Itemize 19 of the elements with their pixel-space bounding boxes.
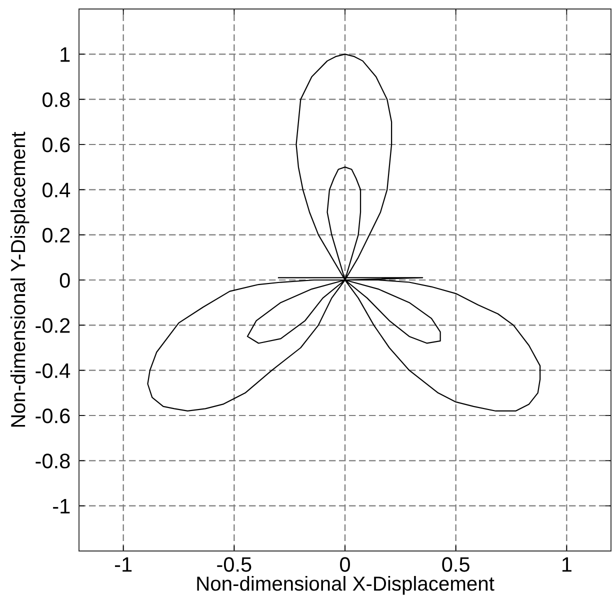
y-tick-label: -0.2 [36,318,70,333]
y-tick-label: -0.4 [36,363,70,378]
y-tick-label: -0.8 [36,454,70,468]
x-tick-label: -1 [114,557,132,572]
x-axis-title: Non-dimensional X-Displacement [197,576,494,595]
y-axis-title: Non-dimensional Y-Displacement [10,132,30,427]
y-tick-label: -1 [53,499,70,514]
y-tick-label: 0.8 [42,92,70,108]
y-tick-label: 0 [60,273,70,288]
x-tick-label: 0.5 [442,557,470,572]
y-tick-label: 1 [60,47,70,62]
y-tick-label: 0.2 [42,228,70,243]
y-tick-label: 0.6 [42,138,70,152]
x-tick-label: 0 [340,557,350,572]
y-tick-label: -0.6 [36,408,70,424]
x-tick-label: 1 [562,557,572,572]
x-tick-label: -0.5 [217,557,252,572]
y-tick-label: 0.4 [42,182,70,198]
line-series [147,54,541,412]
